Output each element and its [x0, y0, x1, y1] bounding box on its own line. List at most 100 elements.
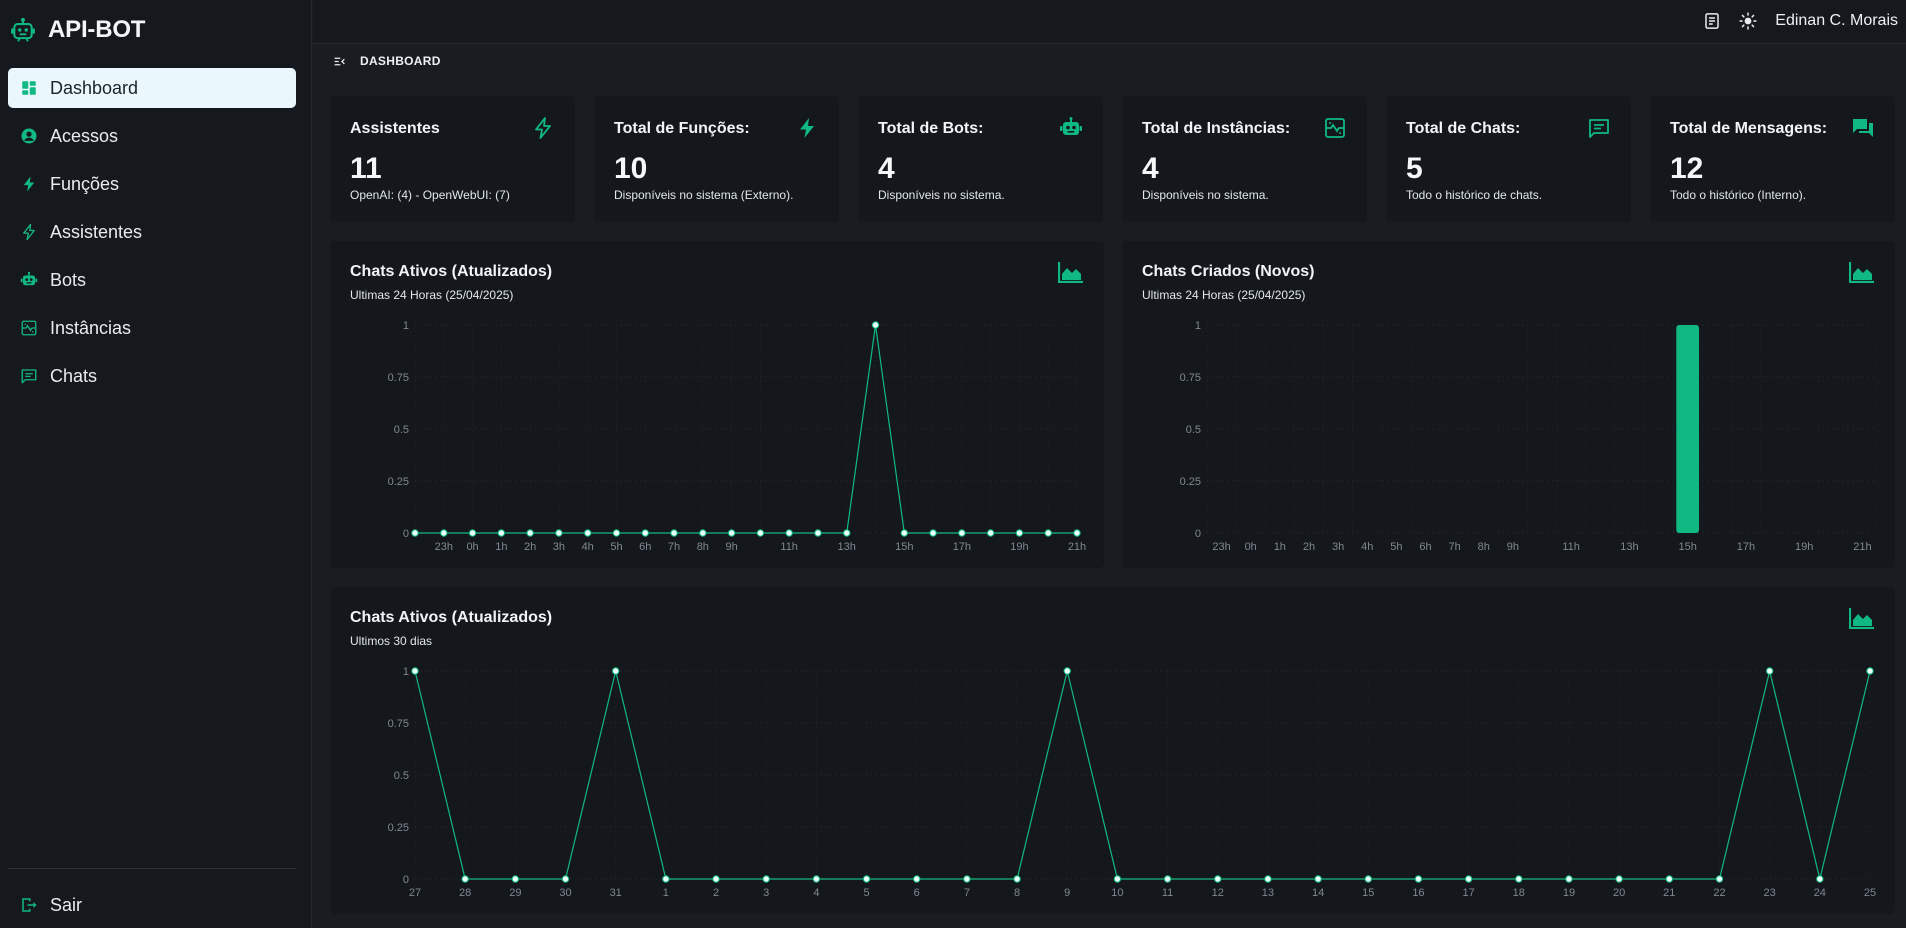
stat-title: Total de Mensagens: — [1670, 120, 1828, 137]
data-point — [612, 529, 621, 537]
stat-card-chats: Total de Chats: 5 Todo o histórico de ch… — [1386, 96, 1631, 222]
x-tick-label: 18 — [1513, 887, 1525, 899]
x-tick-label: 9 — [1064, 887, 1070, 899]
chart-subtitle: Ultimas 24 Horas (25/04/2025) — [350, 288, 514, 302]
stat-value: 5 — [1406, 152, 1423, 185]
x-tick-label: 1 — [663, 887, 669, 899]
x-tick-label: 7h — [1448, 541, 1460, 553]
brand[interactable]: API-BOT — [10, 12, 145, 48]
logout-area: Sair — [8, 885, 296, 925]
x-tick-label: 7h — [668, 541, 680, 553]
data-point — [583, 529, 592, 537]
theme-sun-icon[interactable] — [1739, 12, 1757, 30]
y-tick-label: 0 — [1195, 528, 1201, 540]
y-tick-label: 0.75 — [388, 718, 409, 730]
stat-desc: Todo o histórico de chats. — [1406, 188, 1543, 202]
x-tick-label: 1h — [495, 541, 507, 553]
dashboard-icon — [20, 79, 38, 97]
data-point — [1414, 875, 1423, 883]
data-point — [1715, 875, 1724, 883]
user-circle-icon — [20, 127, 38, 145]
data-point — [1073, 529, 1081, 537]
y-tick-label: 0.5 — [394, 424, 409, 436]
robot-icon — [1059, 116, 1083, 140]
data-point — [900, 529, 909, 537]
sidebar-item-label: Chats — [50, 365, 98, 386]
data-point — [929, 529, 937, 537]
sidebar-nav: Dashboard Acessos Funções Assistentes Bo… — [8, 68, 296, 404]
chart-title: Chats Ativos (Atualizados) — [350, 263, 553, 280]
data-point — [1816, 875, 1824, 883]
logout-button[interactable]: Sair — [8, 885, 296, 925]
notes-icon[interactable] — [1703, 12, 1721, 30]
x-tick-label: 19 — [1563, 887, 1575, 899]
x-tick-label: 7 — [964, 887, 970, 899]
data-point — [1364, 875, 1372, 883]
sidebar-item-assistentes[interactable]: Assistentes — [8, 212, 296, 252]
data-point — [555, 529, 563, 537]
data-point — [762, 875, 770, 883]
x-tick-label: 4h — [1361, 541, 1373, 553]
sidebar-item-bots[interactable]: Bots — [8, 260, 296, 300]
sidebar-item-label: Funções — [50, 173, 120, 194]
stat-card-instancias: Total de Instâncias: 4 Disponíveis no si… — [1122, 96, 1367, 222]
x-tick-label: 6h — [1419, 541, 1431, 553]
data-point — [670, 529, 678, 537]
x-tick-label: 19h — [1795, 541, 1813, 553]
x-tick-label: 0h — [466, 541, 478, 553]
chart-title: Chats Ativos (Atualizados) — [350, 609, 553, 626]
x-tick-label: 4 — [813, 887, 819, 899]
sidebar-item-acessos[interactable]: Acessos — [8, 116, 296, 156]
data-point — [756, 529, 765, 537]
x-tick-label: 23 — [1764, 887, 1776, 899]
sidebar-divider — [8, 868, 296, 869]
data-point — [986, 529, 995, 537]
instance-icon — [1323, 116, 1347, 140]
sidebar-item-dashboard[interactable]: Dashboard — [8, 68, 296, 108]
data-point — [461, 875, 469, 883]
x-tick-label: 15h — [895, 541, 913, 553]
data-point — [1515, 875, 1523, 883]
user-menu[interactable]: Edinan C. Morais — [1775, 12, 1898, 29]
x-tick-label: 13h — [838, 541, 856, 553]
x-tick-label: 2h — [1303, 541, 1315, 553]
y-tick-label: 0.5 — [394, 770, 409, 782]
collapse-sidebar-icon[interactable] — [333, 55, 346, 68]
x-tick-label: 14 — [1312, 887, 1324, 899]
chart-card-created-24h: Chats Criados (Novos) Ultimas 24 Horas (… — [1122, 241, 1895, 568]
x-tick-label: 6h — [639, 541, 651, 553]
x-tick-label: 8h — [1478, 541, 1490, 553]
x-tick-label: 8 — [1014, 887, 1020, 899]
x-tick-label: 20 — [1613, 887, 1625, 899]
stat-desc: OpenAI: (4) - OpenWebUI: (7) — [350, 188, 510, 202]
sidebar: API-BOT Dashboard Acessos Funções Assist… — [0, 0, 312, 928]
x-tick-label: 4h — [582, 541, 594, 553]
y-tick-label: 1 — [1195, 320, 1201, 332]
data-point — [511, 875, 520, 883]
messages-icon — [1851, 116, 1875, 140]
x-tick-label: 23h — [1212, 541, 1230, 553]
x-tick-label: 15h — [1678, 541, 1696, 553]
x-tick-label: 27 — [409, 887, 421, 899]
data-point — [440, 529, 448, 537]
sidebar-item-funcoes[interactable]: Funções — [8, 164, 296, 204]
data-point — [526, 529, 534, 537]
sidebar-item-instancias[interactable]: Instâncias — [8, 308, 296, 348]
chart-subtitle: Ultimos 30 dias — [350, 634, 433, 648]
stat-value: 4 — [1142, 152, 1159, 185]
stat-title: Total de Instâncias: — [1142, 120, 1291, 137]
stat-title: Total de Bots: — [878, 120, 984, 137]
x-tick-label: 3h — [1332, 541, 1344, 553]
data-point — [843, 529, 851, 537]
x-tick-label: 21h — [1068, 541, 1086, 553]
data-point — [958, 529, 966, 537]
y-tick-label: 0.75 — [1180, 372, 1201, 384]
data-point — [497, 529, 506, 537]
sidebar-item-chats[interactable]: Chats — [8, 356, 296, 396]
bot-logo-icon — [10, 17, 36, 43]
data-point — [814, 529, 822, 537]
chart-active-24h: 0 0.25 0.5 0.75 1 23h 0h 1h 2h 3h 4h 5h 6h 7h 8h 9h 11h 1… — [388, 320, 1087, 553]
y-tick-label: 0 — [403, 874, 409, 886]
stat-desc: Disponíveis no sistema (Externo). — [614, 188, 794, 202]
